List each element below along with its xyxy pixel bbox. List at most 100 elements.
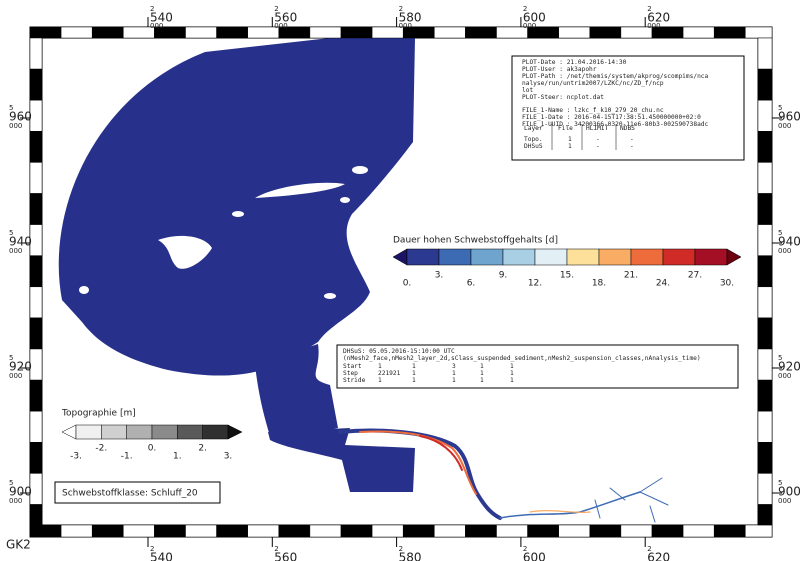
variable-cell: 1 [480,377,484,384]
variable-dims: (nMesh2_face,nMesh2_layer_2d,sClass_susp… [343,355,701,362]
variable-cell: 1 [412,377,416,384]
table-cell: - [596,136,600,143]
colorbar-label: 21. [624,271,638,281]
frame-check [91,524,124,538]
variable-cell: 1 [480,363,484,370]
table-cell: DHSuS [524,143,543,150]
frame-check [60,26,93,39]
colorbar-title: Dauer hohen Schwebstoffgehalts [d] [393,236,558,246]
colorbar-label: -3. [70,452,82,462]
y-tick-prefix: 5 [9,354,13,362]
colorbar-label: 0. [403,279,412,289]
colorbar-segment [202,424,229,440]
colorbar-label: 27. [688,271,702,281]
x-tick-main: 600 [523,11,546,25]
frame-check [558,26,591,39]
frame-check [371,524,404,538]
river-channel [338,428,669,523]
variable-cell: 1 [412,370,416,377]
frame-check [757,99,773,132]
x-tick-suffix: 000 [523,22,536,30]
x-tick-suffix: 000 [150,22,163,30]
frame-check [757,193,773,225]
frame-check [29,286,43,319]
info-box [511,55,745,161]
variable-cell: 221921 [378,370,401,377]
colorbar-segment [101,424,127,440]
frame-check [309,524,342,538]
frame-check [309,26,342,39]
frame-check [60,524,93,538]
x-tick-main: 620 [647,551,670,561]
frame-check [29,410,43,443]
frame-check [465,26,497,39]
frame-check [154,524,186,538]
frame-check [402,524,435,538]
info-line: lot [522,87,533,94]
frame-check [340,26,373,39]
table-header: File [558,125,573,132]
info-line: PLOT-Path : /net/themis/system/akprog/sc… [522,73,709,80]
x-tick-prefix: 2 [274,545,278,553]
x-tick-main: 580 [399,11,422,25]
y-tick-suffix: 000 [778,247,791,255]
colorbar-label: 9. [499,271,508,281]
y-tick-suffix: 000 [9,372,22,380]
table-header: HLIMIT [586,125,609,132]
x-tick-prefix: 2 [399,545,403,553]
frame-check [29,255,43,288]
variable-cell: 1 [452,377,456,384]
colorbar-label: 15. [560,271,574,281]
x-tick-main: 540 [150,11,173,25]
frame-check [29,26,62,39]
x-tick-prefix: 2 [647,5,651,13]
y-tick-prefix: 5 [778,229,782,237]
frame-check [757,442,773,474]
frame-check [757,317,773,350]
y-tick-main: 920 [778,360,800,374]
colorbar-segment [406,248,440,266]
frame-check [29,37,43,70]
frame-check [29,504,43,526]
variable-cell: 1 [452,370,456,377]
y-tick-prefix: 5 [778,104,782,112]
class-box [54,481,221,504]
colorbar-segment [694,248,728,266]
frame-check [29,162,43,194]
x-tick-prefix: 2 [399,5,403,13]
table-cell: - [596,143,600,150]
variable-cell: Step [343,370,358,377]
frame-check [247,524,280,538]
info-line: FILE_1-Name : lzkc_f_k10_279_20_chu.nc [522,107,664,114]
islands [79,166,368,299]
frame-check [340,524,373,538]
frame-check [757,410,773,443]
y-tick-main: 940 [9,235,32,249]
frame-check [589,26,622,39]
colorbar-label: 24. [656,279,670,289]
variable-cell: 3 [452,363,456,370]
x-tick-suffix: 000 [399,22,412,30]
y-tick-main: 900 [9,485,32,499]
frame-check [757,473,773,505]
frame-check [91,26,124,39]
frame-check [713,524,746,538]
colorbar-arrow [726,248,742,266]
x-tick-prefix: 2 [647,545,651,553]
colorbar-segment [502,248,536,266]
variable-cell: 1 [510,363,514,370]
colorbar-label: 3. [435,271,444,281]
frame-check [757,348,773,381]
frame-check [757,224,773,256]
frame-check [216,524,248,538]
frame-check [757,131,773,163]
y-tick-prefix: 5 [9,479,13,487]
y-tick-suffix: 000 [778,122,791,130]
variable-cell: 1 [510,377,514,384]
y-tick-main: 940 [778,235,800,249]
frame-check [29,68,43,101]
x-tick-main: 580 [399,551,422,561]
frame-check [29,379,43,412]
